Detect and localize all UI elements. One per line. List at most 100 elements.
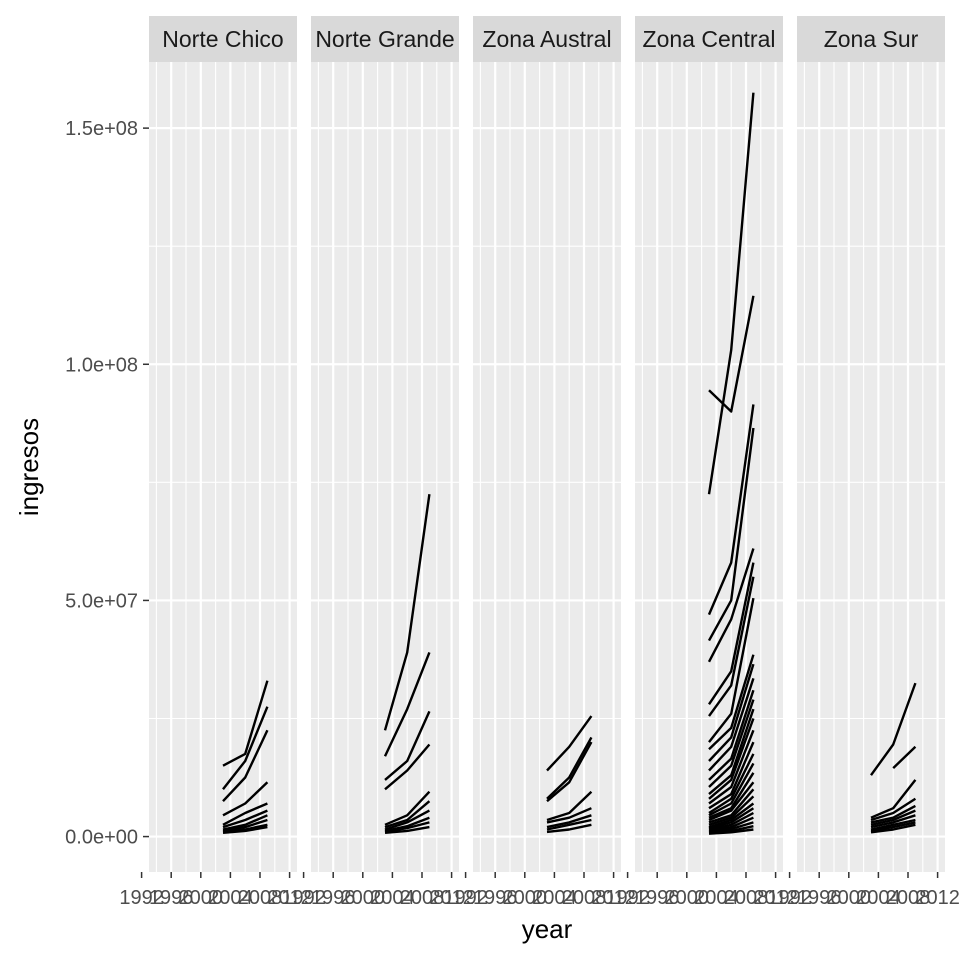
series-line [707,427,755,642]
series-line [708,821,754,834]
facet-strip-label: Norte Chico [162,26,283,52]
series-line [708,762,755,817]
series-line [222,825,268,834]
y-axis: 0.0e+00 5.0e+07 1.0e+08 1.5e+08 [65,118,149,849]
series-line [383,651,431,757]
series-line [708,699,755,788]
series-line [222,680,269,767]
series-line [384,809,430,831]
x-tick-label: 1996 [473,887,518,909]
series-line [384,821,430,834]
series-line [708,741,755,810]
facet-strip [311,16,459,62]
x-tick-label: 2000 [179,887,224,909]
series-line [384,816,430,833]
x-tick-label: 2000 [827,887,872,909]
series-line [892,745,917,769]
series-line [870,823,916,834]
series-line [384,825,430,834]
series-line [546,814,592,829]
x-tick-label: 2008 [238,887,283,909]
x-tick-label: 2012 [915,887,960,909]
series-line [708,788,755,824]
x-tick-label: 1992 [443,887,488,909]
x-tick-label: 1992 [767,887,812,909]
series-line [708,816,754,833]
x-tick-label: 2000 [665,887,710,909]
series-line [708,729,755,805]
x-tick-label: 2012 [267,887,312,909]
series-line [546,818,592,831]
x-tick-label: 2008 [400,887,445,909]
series-line [222,809,268,829]
series-line [707,548,755,663]
series-line [546,807,592,824]
series-line [708,802,755,829]
series-line [708,562,755,705]
series-line [546,715,593,772]
panel-background [635,62,783,872]
facet-strip [635,16,783,62]
facet-strip [149,16,297,62]
series-line [708,663,755,762]
panel-background [473,62,621,872]
x-tick-label: 2012 [591,887,636,909]
panel-background [149,62,297,872]
series-line [870,804,916,824]
x-tick-label: 2012 [753,887,798,909]
series-line [708,828,754,835]
x-tick-label: 1992 [605,887,650,909]
series-line [870,809,916,826]
series-line [708,753,755,815]
series-line [708,597,755,743]
series-line [384,743,431,791]
series-line [870,821,916,833]
x-tick-label: 2004 [208,887,253,909]
x-tick-label: 1996 [635,887,680,909]
facet-strip-label: Norte Grande [315,26,454,52]
y-tick-label: 5.0e+07 [65,590,138,612]
series-line [546,790,593,822]
series-line [222,729,269,803]
series-line [870,797,917,822]
x-tick-label: 2000 [341,887,386,909]
x-tick-label: 2012 [429,887,474,909]
series-line [546,736,593,800]
facet-strip [473,16,621,62]
series-line [708,795,755,826]
facet-strip-label: Zona Austral [482,26,611,52]
series-line [222,814,268,831]
panel-background [797,62,945,872]
series-line [546,741,593,803]
series-line [870,814,916,829]
series-line [708,708,755,796]
x-tick-label: 2008 [886,887,931,909]
series-line [383,494,431,731]
x-tick-label: 2004 [694,887,739,909]
series-line [708,811,754,831]
panel-background [311,62,459,872]
series-line [384,710,431,781]
y-tick-label: 1.5e+08 [65,118,138,140]
series-line [707,92,755,495]
series-line [870,818,916,831]
series-line [222,706,269,791]
x-tick-label: 1992 [281,887,326,909]
x-tick-label: 2004 [856,887,901,909]
series-line [708,807,755,830]
series-line [222,818,268,833]
series-line [546,823,592,834]
facet-strip-label: Zona Central [643,26,776,52]
x-tick-label: 2008 [724,887,769,909]
facet-strip [797,16,945,62]
series-line [222,781,269,817]
series-line [708,772,755,819]
x-tick-label: 2000 [503,887,548,909]
series-line [708,678,755,772]
x-tick-label: 1996 [311,887,356,909]
